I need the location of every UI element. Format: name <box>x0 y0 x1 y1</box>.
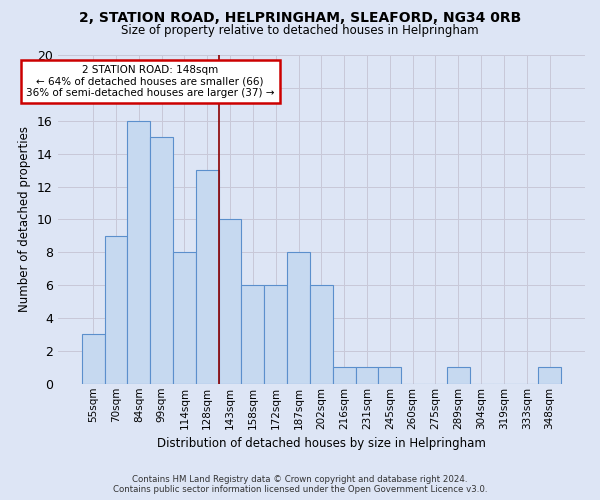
Bar <box>218 220 241 384</box>
Bar <box>356 368 379 384</box>
Bar <box>173 252 196 384</box>
Text: 2 STATION ROAD: 148sqm
← 64% of detached houses are smaller (66)
36% of semi-det: 2 STATION ROAD: 148sqm ← 64% of detached… <box>26 65 274 98</box>
Bar <box>241 285 264 384</box>
Bar <box>538 368 561 384</box>
Bar <box>264 285 287 384</box>
Bar <box>82 334 104 384</box>
Text: 2, STATION ROAD, HELPRINGHAM, SLEAFORD, NG34 0RB: 2, STATION ROAD, HELPRINGHAM, SLEAFORD, … <box>79 11 521 25</box>
Bar <box>150 137 173 384</box>
Text: Contains HM Land Registry data © Crown copyright and database right 2024.
Contai: Contains HM Land Registry data © Crown c… <box>113 474 487 494</box>
Bar <box>310 285 333 384</box>
Bar <box>447 368 470 384</box>
Y-axis label: Number of detached properties: Number of detached properties <box>19 126 31 312</box>
Bar <box>196 170 218 384</box>
Bar <box>127 121 150 384</box>
Bar <box>333 368 356 384</box>
Text: Size of property relative to detached houses in Helpringham: Size of property relative to detached ho… <box>121 24 479 37</box>
Bar <box>104 236 127 384</box>
Bar <box>379 368 401 384</box>
Bar <box>287 252 310 384</box>
X-axis label: Distribution of detached houses by size in Helpringham: Distribution of detached houses by size … <box>157 437 486 450</box>
